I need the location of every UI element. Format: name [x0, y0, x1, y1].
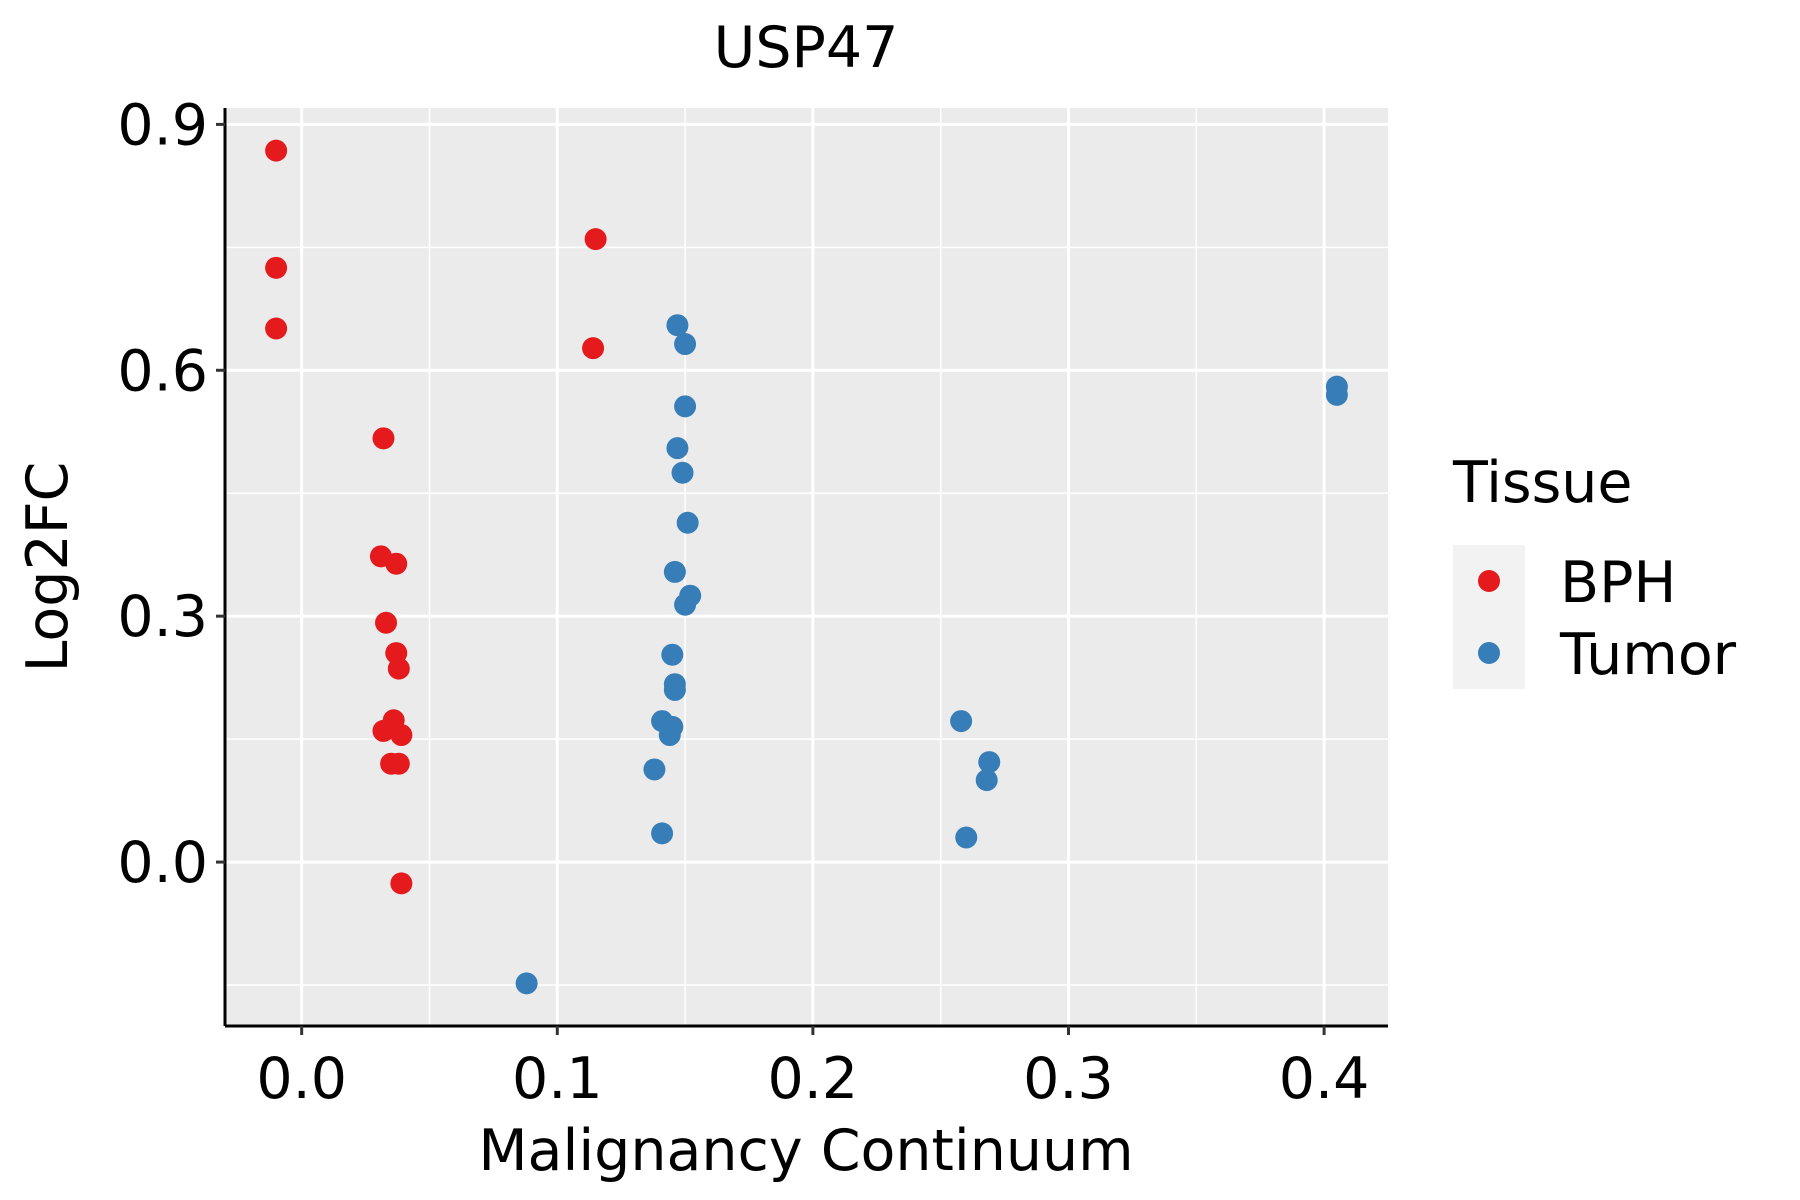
plot-panel: [225, 108, 1388, 1026]
point-tumor: [978, 751, 1001, 774]
point-tumor: [674, 395, 697, 418]
grid-minor: [225, 108, 1388, 1026]
point-tumor: [658, 724, 681, 747]
point-tumor: [950, 710, 973, 733]
x-tick-label: 0.0: [256, 1046, 347, 1112]
point-tumor: [661, 643, 684, 666]
point-bph: [390, 724, 413, 747]
point-tumor: [676, 511, 699, 534]
point-bph: [265, 256, 288, 279]
y-tick-label: 0.9: [117, 92, 208, 158]
point-tumor: [1325, 383, 1348, 406]
grid-major: [225, 108, 1388, 1026]
x-axis-ticks: 0.0 0.1 0.2 0.3 0.4: [256, 1026, 1369, 1112]
point-bph: [582, 337, 605, 360]
point-tumor: [671, 461, 694, 484]
point-tumor: [674, 593, 697, 616]
point-tumor: [643, 758, 666, 781]
point-bph: [385, 552, 408, 575]
y-tick-label: 0.3: [117, 584, 208, 650]
x-tick-label: 0.4: [1279, 1046, 1370, 1112]
point-tumor: [663, 678, 686, 701]
point-tumor: [666, 437, 689, 460]
y-axis-title: Log2FC: [15, 462, 81, 673]
point-bph: [375, 611, 398, 634]
y-tick-label: 0.0: [117, 830, 208, 896]
point-bph: [387, 657, 410, 680]
point-bph: [372, 719, 395, 742]
point-bph: [584, 228, 607, 251]
point-tumor: [515, 972, 538, 995]
data-points: [265, 139, 1348, 995]
legend-label-bph: BPH: [1560, 550, 1676, 616]
legend-label-tumor: Tumor: [1559, 622, 1737, 688]
y-axis-ticks: 0.0 0.3 0.6 0.9: [117, 92, 225, 896]
point-tumor: [663, 560, 686, 583]
point-bph: [265, 139, 288, 162]
point-tumor: [651, 822, 674, 845]
point-bph: [387, 752, 410, 775]
legend-key-background: [1453, 545, 1525, 689]
y-tick-label: 0.6: [117, 338, 208, 404]
point-tumor: [674, 333, 697, 356]
legend-title: Tissue: [1452, 450, 1633, 516]
legend: Tissue BPH Tumor: [1452, 450, 1737, 689]
x-tick-label: 0.1: [512, 1046, 603, 1112]
legend-key-tumor: [1478, 642, 1500, 664]
point-tumor: [666, 314, 689, 337]
point-bph: [390, 872, 413, 895]
x-tick-label: 0.3: [1023, 1046, 1114, 1112]
point-bph: [265, 317, 288, 340]
chart-title: USP47: [714, 15, 899, 81]
point-tumor: [955, 826, 978, 849]
legend-key-bph: [1478, 570, 1500, 592]
point-bph: [372, 427, 395, 450]
x-axis-title: Malignancy Continuum: [478, 1118, 1133, 1184]
x-tick-label: 0.2: [768, 1046, 859, 1112]
point-tumor: [975, 769, 998, 792]
